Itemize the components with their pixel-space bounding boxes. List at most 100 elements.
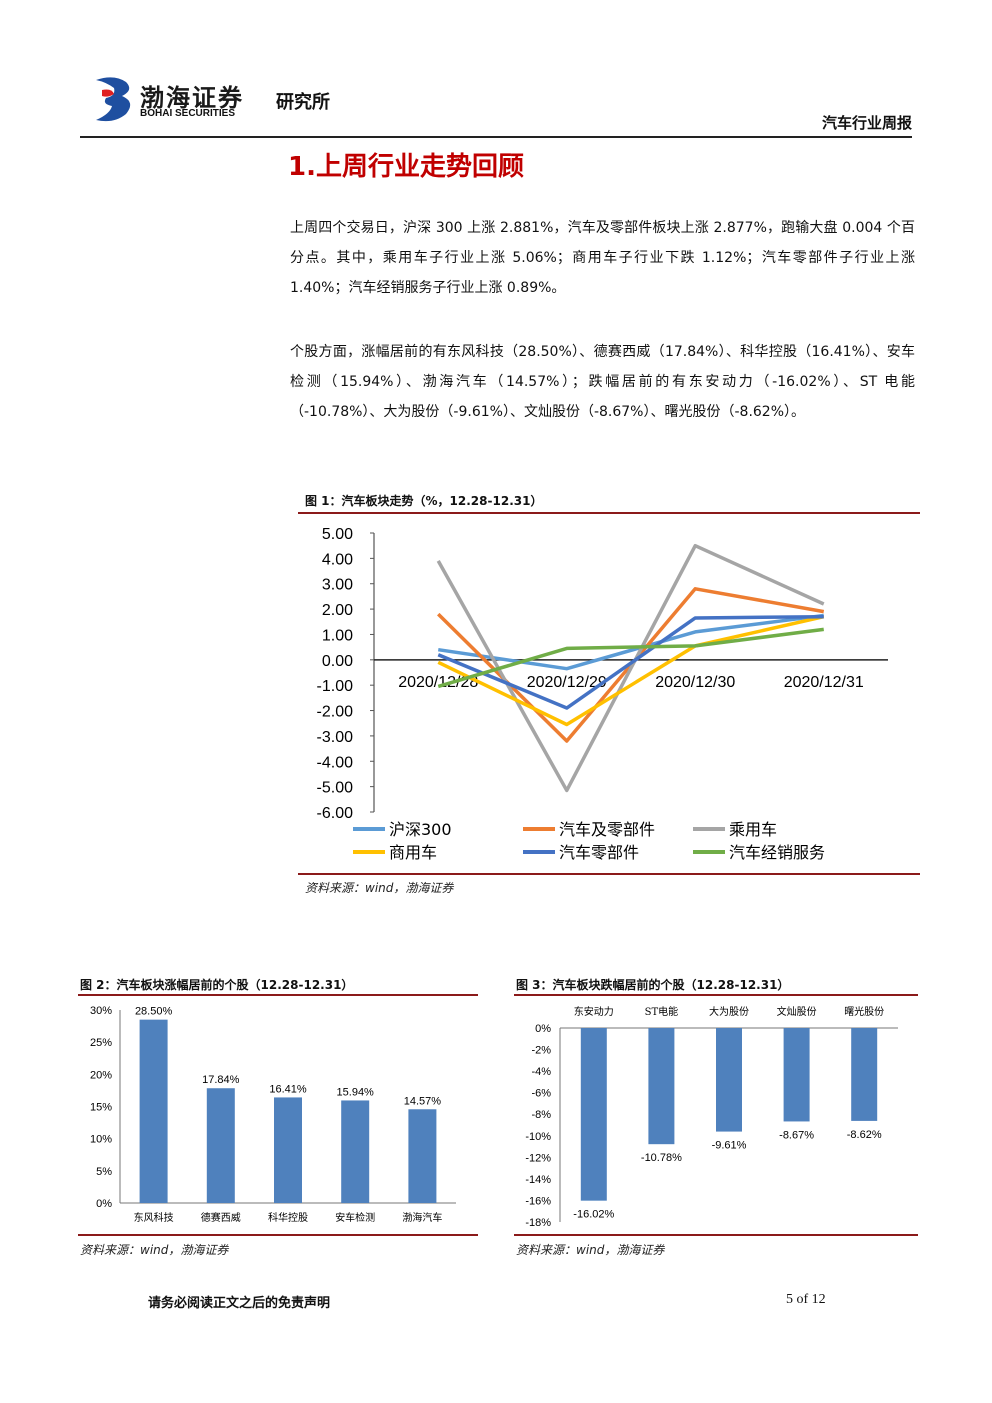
y-tick-label: 0.00 [322, 653, 353, 670]
data-label: -9.61% [712, 1140, 747, 1152]
bohai-logo [96, 77, 131, 122]
y-tick-label: -5.00 [317, 780, 354, 797]
data-label: 14.57% [404, 1095, 442, 1107]
department-name: 研究所 [276, 92, 330, 113]
paragraph-stocks: 个股方面，涨幅居前的有东风科技（28.50%）、德赛西威（17.84%）、科华控… [290, 344, 915, 420]
bar [206, 1088, 235, 1203]
data-label: -8.62% [847, 1129, 882, 1141]
x-tick-label: 安车检测 [335, 1211, 375, 1224]
x-tick-label: 东安动力 [574, 1005, 614, 1018]
x-tick-label: 2020/12/31 [784, 674, 864, 691]
y-tick-label: 0% [535, 1023, 551, 1035]
data-label: -16.02% [573, 1209, 614, 1221]
figure-3-source: 资料来源：wind，渤海证券 [516, 1243, 665, 1257]
y-tick-label: 5% [96, 1166, 112, 1178]
y-tick-label: 2.00 [322, 602, 353, 619]
series-line [437, 613, 824, 671]
legend-label: 商用车 [389, 843, 437, 862]
x-tick-label: 科华控股 [268, 1211, 308, 1224]
figure-1-bottom-rule [298, 873, 920, 875]
y-tick-label: 20% [90, 1069, 112, 1081]
y-tick-label: 15% [90, 1102, 112, 1114]
bar [580, 1028, 607, 1201]
bar-chart-top-gainers: 30% 25% 20% 15% 10% 5% 0% 28.50% 东风科技 17.84% 德赛西威 1… [90, 1005, 456, 1224]
figure-1-source: 资料来源：wind，渤海证券 [305, 881, 454, 895]
x-tick-label: 东风科技 [134, 1211, 174, 1224]
data-label: 17.84% [202, 1074, 240, 1086]
paragraph-market: 上周四个交易日，沪深 300 上涨 2.881%，汽车及零部件板块上涨 2.87… [290, 220, 915, 296]
data-label: 28.50% [135, 1006, 173, 1018]
y-tick-label: -2.00 [317, 704, 354, 721]
bar [408, 1109, 437, 1203]
bar [716, 1028, 742, 1132]
bar [274, 1097, 302, 1203]
legend-label: 汽车及零部件 [559, 820, 655, 839]
figure-3-title: 图 3：汽车板块跌幅居前的个股（12.28-12.31） [516, 978, 790, 992]
y-tick-label: 30% [90, 1005, 112, 1017]
y-tick-label: -10% [525, 1131, 551, 1143]
x-tick-label: 大为股份 [709, 1005, 749, 1018]
series-line [436, 543, 825, 793]
y-tick-label: -2% [531, 1045, 551, 1057]
y-tick-label: -14% [525, 1174, 551, 1186]
legend-label: 汽车经销服务 [729, 843, 825, 862]
figure-2-top-rule [78, 994, 478, 996]
y-tick-label: -18% [525, 1217, 551, 1229]
y-tick-label: -6% [531, 1088, 551, 1100]
data-label: 16.41% [269, 1083, 307, 1095]
y-tick-label: 3.00 [322, 577, 353, 594]
legend-label: 汽车零部件 [559, 843, 639, 862]
series-line [437, 627, 824, 689]
header-divider [80, 136, 912, 138]
section-title: 1.上周行业走势回顾 [288, 152, 524, 182]
y-tick-label: -4.00 [317, 754, 354, 771]
figure-3-top-rule [514, 994, 918, 996]
legend-label: 乘用车 [729, 820, 777, 839]
x-tick-label: 2020/12/28 [398, 674, 478, 691]
bar [648, 1028, 675, 1145]
y-tick-label: -1.00 [317, 678, 354, 695]
x-tick-label: 文灿股份 [777, 1005, 817, 1018]
x-tick-label: 曙光股份 [844, 1005, 884, 1018]
line-chart-sector-trend: 5.00 4.00 3.00 2.00 1.00 0.00 -1.00 -2.00 -3.00 -… [317, 526, 888, 862]
bar-chart-top-losers: 0% -2% -4% -6% -8% -10% -12% -14% -16% -18% -16.02… [525, 1005, 898, 1229]
figure-1-top-rule [298, 512, 920, 514]
bar [341, 1100, 370, 1203]
x-tick-label: ST电能 [645, 1005, 679, 1018]
series-line [437, 614, 825, 727]
figure-2-bottom-rule [78, 1234, 478, 1236]
figure-2-source: 资料来源：wind，渤海证券 [80, 1243, 229, 1257]
report-name: 汽车行业周报 [821, 114, 912, 132]
y-tick-label: 0% [96, 1198, 112, 1210]
footer-disclaimer: 请务必阅读正文之后的免责声明 [148, 1296, 331, 1311]
x-tick-label: 2020/12/30 [655, 674, 735, 691]
series-line [437, 614, 824, 710]
figure-1-title: 图 1：汽车板块走势（%，12.28-12.31） [305, 494, 543, 508]
data-label: -8.67% [779, 1129, 814, 1141]
y-tick-label: -6.00 [317, 805, 354, 822]
y-tick-label: -8% [531, 1109, 551, 1121]
y-tick-label: 25% [90, 1037, 112, 1049]
y-tick-label: 5.00 [322, 526, 353, 543]
y-tick-label: -12% [525, 1152, 551, 1164]
legend-label: 沪深300 [389, 820, 452, 839]
x-tick-label: 渤海汽车 [402, 1211, 442, 1224]
y-tick-label: -4% [531, 1066, 551, 1078]
bar [851, 1028, 878, 1121]
y-tick-label: 4.00 [322, 551, 353, 568]
figure-3-bottom-rule [514, 1234, 918, 1236]
x-tick-label: 2020/12/29 [527, 674, 607, 691]
bar [139, 1019, 168, 1203]
x-tick-label: 德赛西威 [201, 1211, 241, 1224]
y-tick-label: -16% [525, 1195, 551, 1207]
figure-2-title: 图 2：汽车板块涨幅居前的个股（12.28-12.31） [80, 978, 354, 992]
company-name-en: BOHAI SECURITIES [140, 108, 236, 119]
company-name: 渤海证券 [140, 83, 244, 112]
page-number: 5 of 12 [786, 1292, 826, 1307]
data-label: -10.78% [641, 1152, 682, 1164]
y-tick-label: 10% [90, 1134, 112, 1146]
data-label: 15.94% [337, 1086, 375, 1098]
y-tick-label: 1.00 [322, 627, 353, 644]
bar [783, 1028, 810, 1122]
y-tick-label: -3.00 [317, 729, 354, 746]
